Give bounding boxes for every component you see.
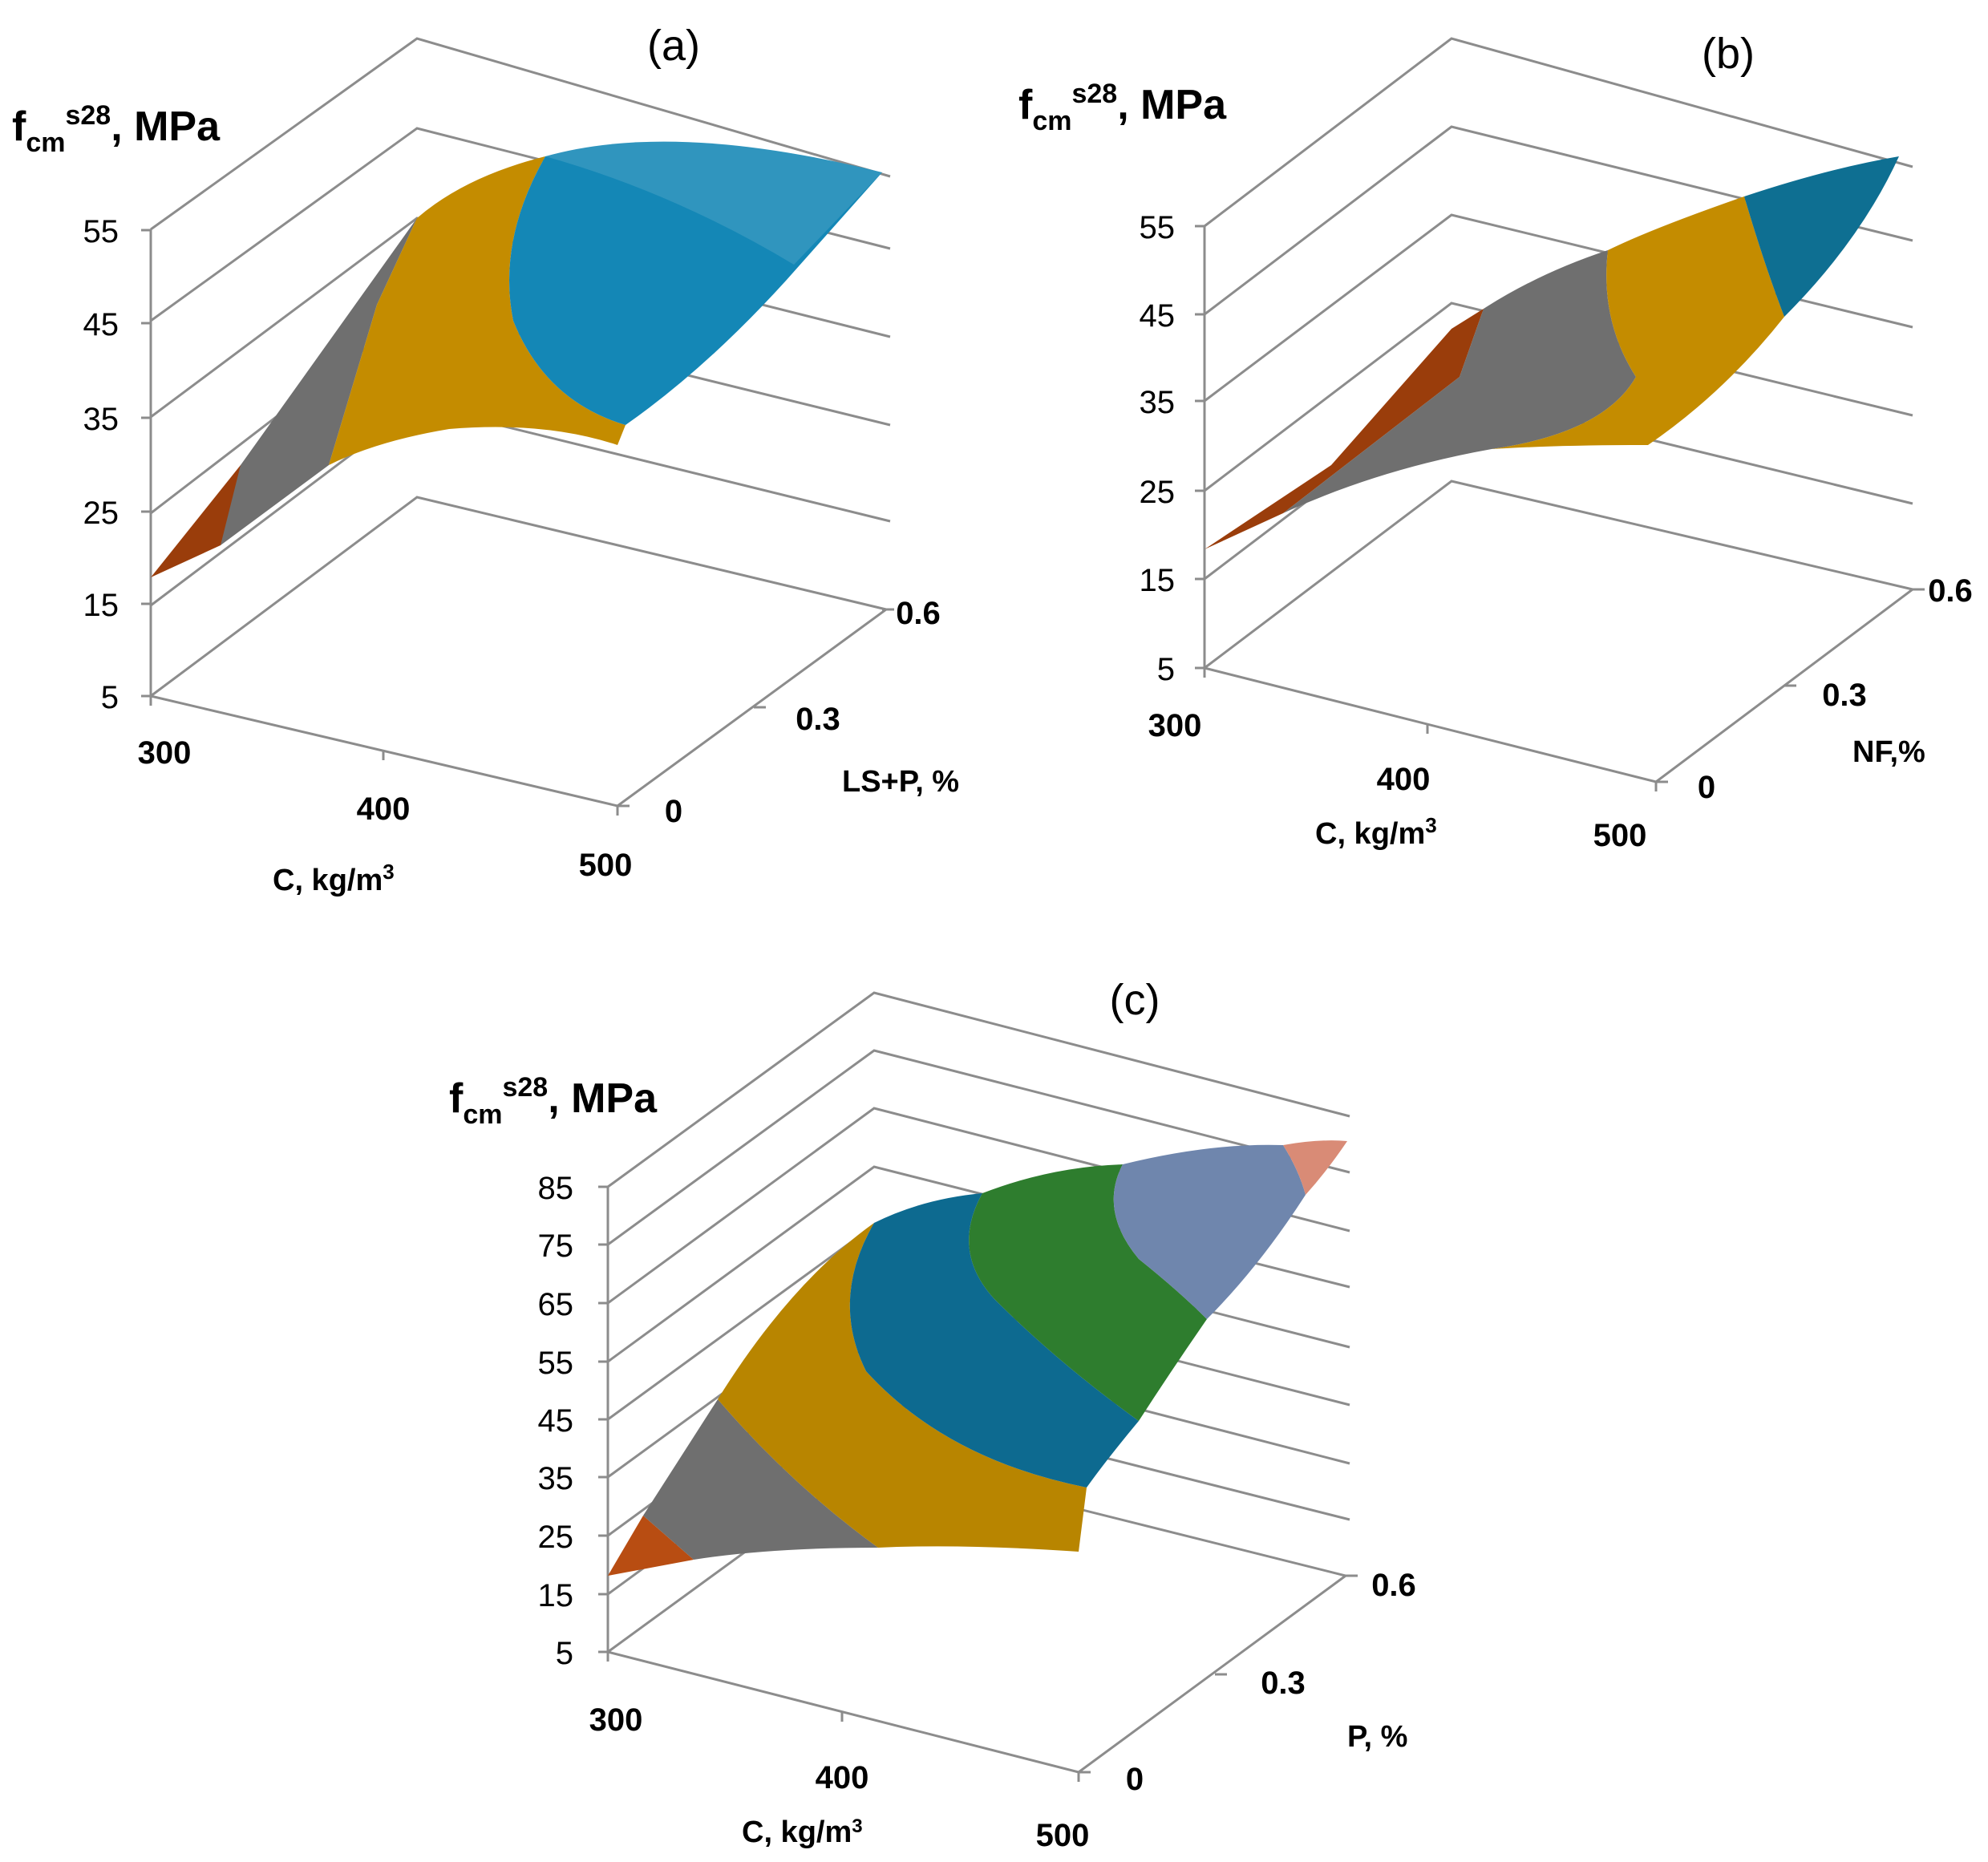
chart-a-x-ticks: 300 400 500 [138,696,633,883]
chart-a-z-tick-3: 35 [83,402,119,437]
chart-c-z-tick-7: 75 [538,1229,574,1264]
chart-c-title: (c) [1110,976,1160,1024]
chart-c-x-label: C, kg/m3 [742,1815,863,1849]
chart-a-z-tick-0: 5 [101,680,119,715]
chart-c-z-tick-1: 15 [538,1578,574,1613]
chart-b-band-4 [1744,156,1899,317]
chart-b-z-tick-3: 35 [1140,385,1176,420]
chart-b-grid-z55 [1204,37,1913,228]
chart-b-y-tick-1: 0.3 [1822,678,1867,713]
chart-b-y-label: NF,% [1852,735,1925,769]
chart-b-band-1 [1205,309,1484,549]
chart-b-z-ticks: 5 15 25 35 45 55 [1140,210,1205,687]
chart-a-surface [151,141,882,577]
chart-a-z-tick-4: 45 [83,307,119,342]
chart-c-x-tick-0: 300 [589,1702,643,1738]
chart-a-z-tick-2: 25 [83,496,119,531]
chart-b-y-tick-0: 0 [1698,770,1715,805]
chart-b-surface [1205,156,1899,549]
chart-a-surface-shade [545,141,882,265]
chart-c-y-tick-0: 0 [1126,1762,1144,1797]
chart-a-title: (a) [647,22,700,70]
chart-a-grid-z55 [150,37,891,231]
chart-b-x-tick-0: 300 [1148,708,1202,743]
chart-a-z-label: fcms28, MPa [12,100,221,158]
chart-b-band-2 [1283,250,1636,513]
chart-c-band-3 [718,1223,1087,1552]
chart-a-x-tick-2: 500 [579,848,633,883]
chart-c-z-tick-6: 65 [538,1287,574,1322]
chart-c-y-ticks: 0 0.3 0.6 [1079,1568,1416,1797]
chart-c-band-1 [608,1516,694,1576]
chart-a-x-tick-0: 300 [138,735,192,771]
chart-c-band-5 [969,1164,1207,1421]
chart-c-band-7 [1283,1140,1347,1195]
chart-b-x-tick-2: 500 [1593,818,1647,853]
chart-a-y-label: LS+P, % [842,765,959,799]
chart-c-y-tick-2: 0.6 [1371,1568,1416,1603]
chart-b-z-tick-5: 55 [1140,210,1176,245]
chart-c-band-4 [849,1193,1139,1488]
chart-c-x-ticks: 300 400 500 [589,1652,1090,1853]
chart-b-x-ticks: 300 400 500 [1148,668,1658,853]
chart-b-floor [1204,480,1916,783]
chart-a-x-tick-1: 400 [357,791,411,827]
chart-a-floor [150,496,889,808]
chart-b-grid-z25 [1204,302,1913,492]
chart-b-y-tick-2: 0.6 [1928,573,1973,609]
chart-c-y-tick-1: 0.3 [1261,1666,1306,1701]
chart-b-z-tick-4: 45 [1140,298,1176,334]
chart-c-band-2 [643,1399,878,1560]
chart-b-x-label: C, kg/m3 [1315,813,1437,851]
chart-c-z-tick-4: 45 [538,1403,574,1439]
chart-b-z-label: fcms28, MPa [1018,79,1227,136]
chart-a-y-tick-1: 0.3 [796,702,840,737]
chart-a-band-3 [329,156,626,465]
chart-b-band-3 [1492,196,1784,449]
chart-b-x-tick-1: 400 [1377,762,1431,797]
chart-c: 5 15 25 35 45 55 65 75 85 300 400 500 0 … [449,976,1416,1853]
chart-a-band-2 [221,218,417,545]
chart-c-z-label: fcms28, MPa [449,1072,658,1130]
chart-c-surface [608,1140,1347,1576]
chart-c-z-ticks: 5 15 25 35 45 55 65 75 85 [538,1171,608,1671]
chart-c-z-tick-0: 5 [556,1636,573,1671]
chart-a-y-tick-0: 0 [665,794,682,829]
chart-b-title: (b) [1702,30,1755,78]
chart-b-z-tick-2: 25 [1140,475,1176,510]
chart-c-z-tick-8: 85 [538,1171,574,1206]
chart-b-z-tick-0: 5 [1157,652,1175,687]
chart-c-grid-z75 [607,1049,1350,1246]
chart-c-z-tick-3: 35 [538,1461,574,1496]
chart-c-x-tick-1: 400 [816,1760,869,1795]
chart-c-y-label: P, % [1347,1720,1407,1754]
chart-a-z-ticks: 5 15 25 35 45 55 [83,214,151,715]
chart-c-z-tick-5: 55 [538,1346,574,1381]
chart-b-z-tick-1: 15 [1140,563,1176,598]
chart-c-band-6 [1113,1144,1306,1319]
chart-a-y-tick-2: 0.6 [896,596,941,631]
chart-a-z-tick-1: 15 [83,588,119,623]
chart-a-x-label: C, kg/m3 [273,860,395,897]
chart-a-band-4 [509,141,882,425]
chart-c-x-tick-2: 500 [1036,1818,1090,1853]
chart-a-y-ticks: 0 0.3 0.6 [617,596,941,829]
chart-c-grid-z85 [607,991,1350,1188]
chart-c-z-tick-2: 25 [538,1520,574,1555]
chart-a: 5 15 25 35 45 55 300 400 500 0 0.3 0.6 (… [12,22,959,897]
chart-a-z-tick-5: 55 [83,214,119,249]
chart-b: 5 15 25 35 45 55 300 400 500 0 0.3 0.6 (… [1018,30,1973,853]
chart-b-y-ticks: 0 0.3 0.6 [1656,573,1973,805]
